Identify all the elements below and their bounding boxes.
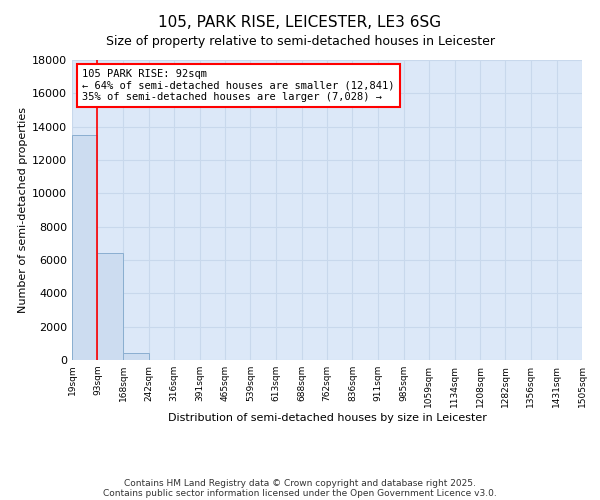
Bar	[72, 135, 97, 360]
Bar	[97, 254, 123, 360]
Text: 105 PARK RISE: 92sqm
← 64% of semi-detached houses are smaller (12,841)
35% of s: 105 PARK RISE: 92sqm ← 64% of semi-detac…	[82, 69, 395, 102]
Text: Contains public sector information licensed under the Open Government Licence v3: Contains public sector information licen…	[103, 488, 497, 498]
Text: 105, PARK RISE, LEICESTER, LE3 6SG: 105, PARK RISE, LEICESTER, LE3 6SG	[158, 15, 442, 30]
Y-axis label: Number of semi-detached properties: Number of semi-detached properties	[18, 107, 28, 313]
Bar	[123, 354, 149, 360]
X-axis label: Distribution of semi-detached houses by size in Leicester: Distribution of semi-detached houses by …	[167, 412, 487, 422]
Text: Contains HM Land Registry data © Crown copyright and database right 2025.: Contains HM Land Registry data © Crown c…	[124, 478, 476, 488]
Text: Size of property relative to semi-detached houses in Leicester: Size of property relative to semi-detach…	[106, 35, 494, 48]
